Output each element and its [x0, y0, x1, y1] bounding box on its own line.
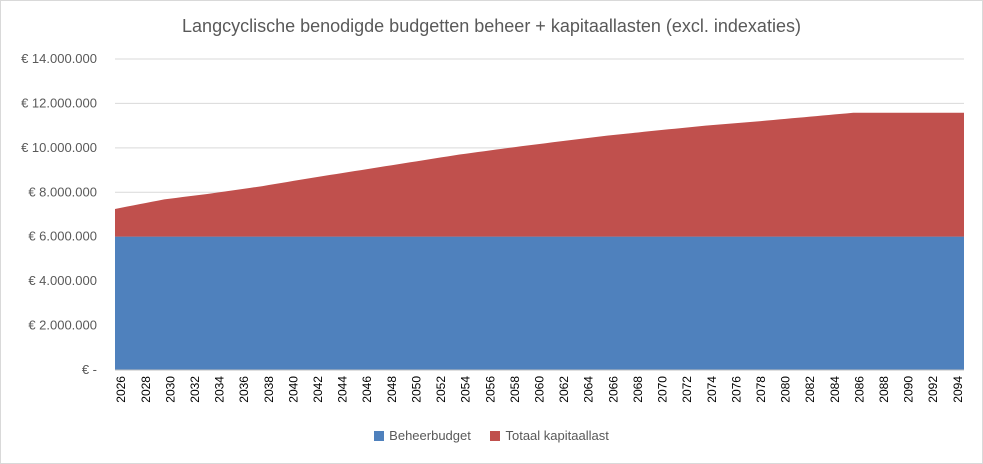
x-tick-label: 2094: [951, 376, 965, 403]
legend-swatch-beheerbudget: [374, 430, 385, 441]
chart-title: Langcyclische benodigde budgetten beheer…: [182, 16, 801, 36]
x-tick-label: 2068: [631, 376, 645, 403]
legend-label-totaal-kapitaallast: Totaal kapitaallast: [505, 428, 609, 443]
x-tick-label: 2070: [656, 376, 670, 403]
chart-legend: Beheerbudget Totaal kapitaallast: [0, 428, 983, 444]
x-tick-label: 2058: [508, 376, 522, 403]
y-tick-label: € 12.000.000: [21, 95, 97, 110]
y-tick-label: € 2.000.000: [28, 318, 97, 333]
y-tick-label: € -: [82, 362, 97, 377]
x-tick-label: 2092: [926, 376, 940, 403]
x-tick-label: 2088: [877, 376, 891, 403]
x-tick-label: 2078: [754, 376, 768, 403]
x-tick-label: 2066: [606, 376, 620, 403]
x-tick-label: 2052: [434, 376, 448, 403]
x-tick-label: 2030: [163, 376, 177, 403]
y-tick-label: € 8.000.000: [28, 184, 97, 199]
x-tick-label: 2040: [286, 376, 300, 403]
x-tick-label: 2050: [409, 376, 423, 403]
x-tick-label: 2060: [533, 376, 547, 403]
area-beheerbudget: [115, 236, 964, 370]
x-tick-label: 2082: [803, 376, 817, 403]
x-tick-label: 2054: [459, 376, 473, 403]
x-tick-label: 2036: [237, 376, 251, 403]
y-tick-label: € 6.000.000: [28, 229, 97, 244]
area-totaal-kapitaallast: [115, 112, 964, 237]
x-tick-label: 2046: [360, 376, 374, 403]
x-tick-label: 2034: [213, 376, 227, 403]
x-tick-label: 2056: [483, 376, 497, 403]
x-tick-label: 2074: [705, 376, 719, 403]
x-tick-label: 2062: [557, 376, 571, 403]
x-tick-label: 2084: [828, 376, 842, 403]
x-tick-label: 2032: [188, 376, 202, 403]
x-tick-label: 2042: [311, 376, 325, 403]
y-tick-label: € 10.000.000: [21, 140, 97, 155]
y-tick-label: € 14.000.000: [21, 51, 97, 66]
legend-swatch-totaal-kapitaallast: [490, 430, 501, 441]
x-tick-label: 2026: [114, 376, 128, 403]
x-tick-label: 2048: [385, 376, 399, 403]
x-tick-label: 2090: [902, 376, 916, 403]
x-tick-label: 2080: [779, 376, 793, 403]
x-tick-label: 2044: [336, 376, 350, 403]
y-tick-label: € 4.000.000: [28, 273, 97, 288]
legend-label-beheerbudget: Beheerbudget: [389, 428, 471, 443]
x-tick-label: 2086: [852, 376, 866, 403]
x-tick-label: 2072: [680, 376, 694, 403]
legend-item-totaal-kapitaallast: Totaal kapitaallast: [490, 428, 609, 443]
x-tick-label: 2038: [262, 376, 276, 403]
x-tick-label: 2028: [139, 376, 153, 403]
x-tick-label: 2064: [582, 376, 596, 403]
x-tick-label: 2076: [729, 376, 743, 403]
legend-item-beheerbudget: Beheerbudget: [374, 428, 471, 443]
